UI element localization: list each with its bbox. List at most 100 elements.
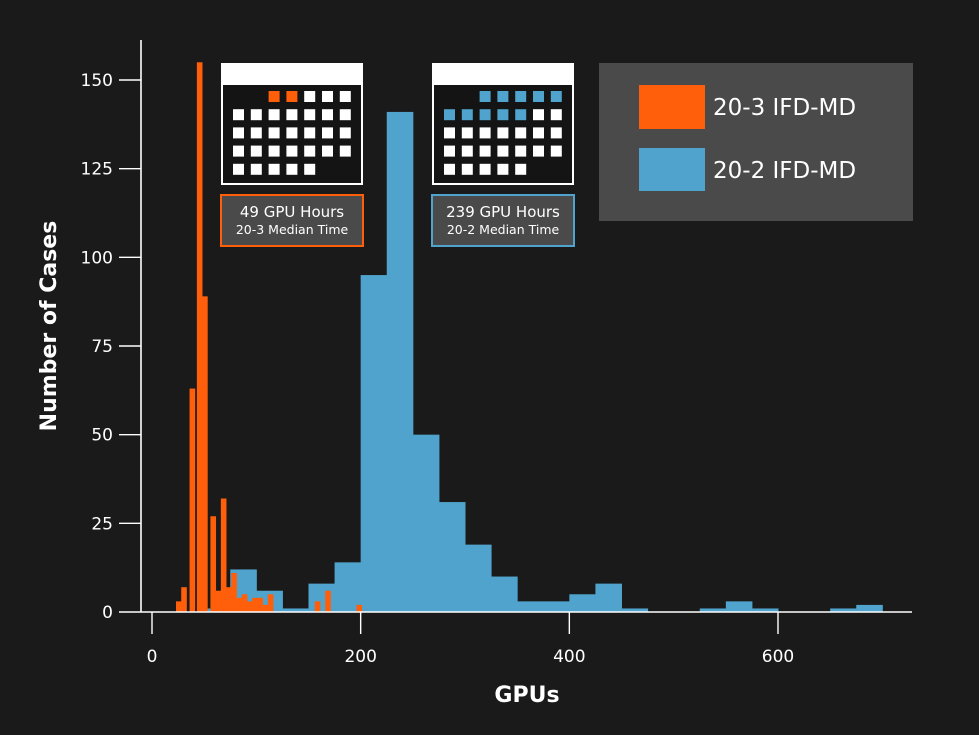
calendar-day-cell	[479, 127, 491, 139]
calendar-day-cell	[268, 109, 280, 121]
annotation-caption: 20-3 Median Time	[236, 222, 349, 237]
series-20-2-bars	[204, 111, 883, 613]
calendar-day-cell	[268, 163, 280, 175]
bar-20-3	[325, 590, 331, 612]
calendar-day-cell	[268, 127, 280, 139]
calendar-day-cell	[550, 91, 562, 102]
calendar-icon	[221, 63, 363, 185]
legend-swatch-20-3	[639, 85, 705, 129]
calendar-cells	[444, 91, 562, 175]
bar-20-3	[252, 597, 258, 612]
calendar-day-cell	[515, 127, 527, 139]
calendar-header	[432, 63, 574, 83]
y-tick-label: 25	[91, 514, 113, 534]
calendar-day-cell	[286, 109, 298, 121]
calendar-day-cell	[479, 145, 491, 157]
calendar-cells	[233, 91, 351, 175]
calendar-day-cell	[550, 145, 562, 157]
calendar-day-cell	[497, 145, 509, 157]
x-tick-label: 0	[147, 647, 158, 667]
annotation-box	[431, 194, 575, 247]
calendar-day-cell	[233, 109, 244, 121]
calendar-day-cell	[461, 145, 473, 157]
x-axis-title: GPUs	[494, 683, 559, 708]
bar-20-2	[569, 594, 596, 612]
calendar-day-cell	[233, 145, 244, 157]
calendar-day-cell	[461, 127, 473, 139]
calendar-day-cell	[322, 127, 333, 139]
bar-20-2	[282, 608, 309, 612]
calendar-day-cell	[286, 91, 298, 102]
y-axis-title: Number of Cases	[37, 221, 62, 432]
annotation-caption: 20-2 Median Time	[447, 222, 560, 237]
calendar-day-cell	[479, 163, 491, 175]
calendar-day-cell	[339, 145, 351, 157]
calendar-day-cell	[444, 145, 455, 157]
bar-20-2	[412, 434, 440, 612]
y-tick-label: 75	[91, 337, 113, 357]
calendar-day-cell	[304, 127, 316, 139]
x-tick-label: 200	[344, 647, 376, 667]
y-tick-label: 50	[91, 426, 113, 446]
calendar-day-cell	[286, 163, 298, 175]
calendar-icon	[432, 63, 574, 185]
bar-20-2	[830, 608, 857, 612]
bar-20-2	[751, 608, 779, 612]
bar-20-2	[386, 111, 414, 613]
calendar-day-cell	[444, 109, 455, 121]
bar-20-2	[725, 601, 753, 612]
bar-20-2	[595, 583, 622, 612]
y-tick-label: 125	[81, 160, 113, 180]
bar-20-2	[856, 604, 883, 612]
bar-20-3	[181, 587, 187, 612]
calendar-day-cell	[304, 163, 316, 175]
bar-20-2	[360, 275, 388, 612]
legend-swatch-20-2	[639, 148, 705, 191]
bar-20-3	[267, 594, 274, 612]
bar-20-3	[246, 601, 253, 612]
bar-20-3	[231, 572, 237, 612]
calendar-day-cell	[533, 127, 544, 139]
y-tick-label: 150	[81, 71, 113, 91]
bar-20-3	[196, 62, 203, 613]
calendar-day-cell	[339, 127, 351, 139]
calendar-day-cell	[479, 109, 491, 121]
bar-20-2	[308, 583, 336, 612]
calendar-day-cell	[233, 163, 244, 175]
bar-20-3	[356, 604, 363, 612]
calendar-day-cell	[461, 109, 473, 121]
y-tick-label: 100	[81, 248, 113, 268]
calendar-day-cell	[304, 91, 316, 102]
bar-20-2	[491, 576, 518, 612]
bar-20-2	[465, 544, 492, 612]
calendar-day-cell	[268, 145, 280, 157]
bar-20-3	[215, 590, 222, 612]
calendar-day-cell	[497, 127, 509, 139]
x-tick-label: 600	[762, 647, 794, 667]
bar-20-3	[175, 601, 182, 612]
median-annotation-20-3: 49 GPU Hours 20-3 Median Time	[220, 63, 364, 247]
bar-20-2	[621, 608, 649, 612]
calendar-day-cell	[533, 91, 544, 102]
calendar-day-cell	[515, 145, 527, 157]
calendar-day-cell	[497, 91, 509, 102]
calendar-day-cell	[322, 91, 333, 102]
calendar-day-cell	[250, 145, 262, 157]
x-axis-ticks: 0 200 400 600	[147, 612, 794, 667]
legend: 20-3 IFD-MD 20-2 IFD-MD	[599, 63, 913, 221]
calendar-day-cell	[550, 109, 562, 121]
bar-20-3	[189, 388, 196, 612]
bar-20-3	[314, 601, 321, 612]
calendar-day-cell	[515, 163, 527, 175]
calendar-day-cell	[497, 109, 509, 121]
bar-20-2	[438, 502, 466, 612]
calendar-day-cell	[339, 91, 351, 102]
bar-20-3	[257, 597, 263, 612]
bar-20-3	[210, 516, 217, 612]
calendar-day-cell	[322, 109, 333, 121]
calendar-day-cell	[497, 163, 509, 175]
calendar-day-cell	[250, 109, 262, 121]
calendar-day-cell	[461, 163, 473, 175]
calendar-day-cell	[515, 91, 527, 102]
